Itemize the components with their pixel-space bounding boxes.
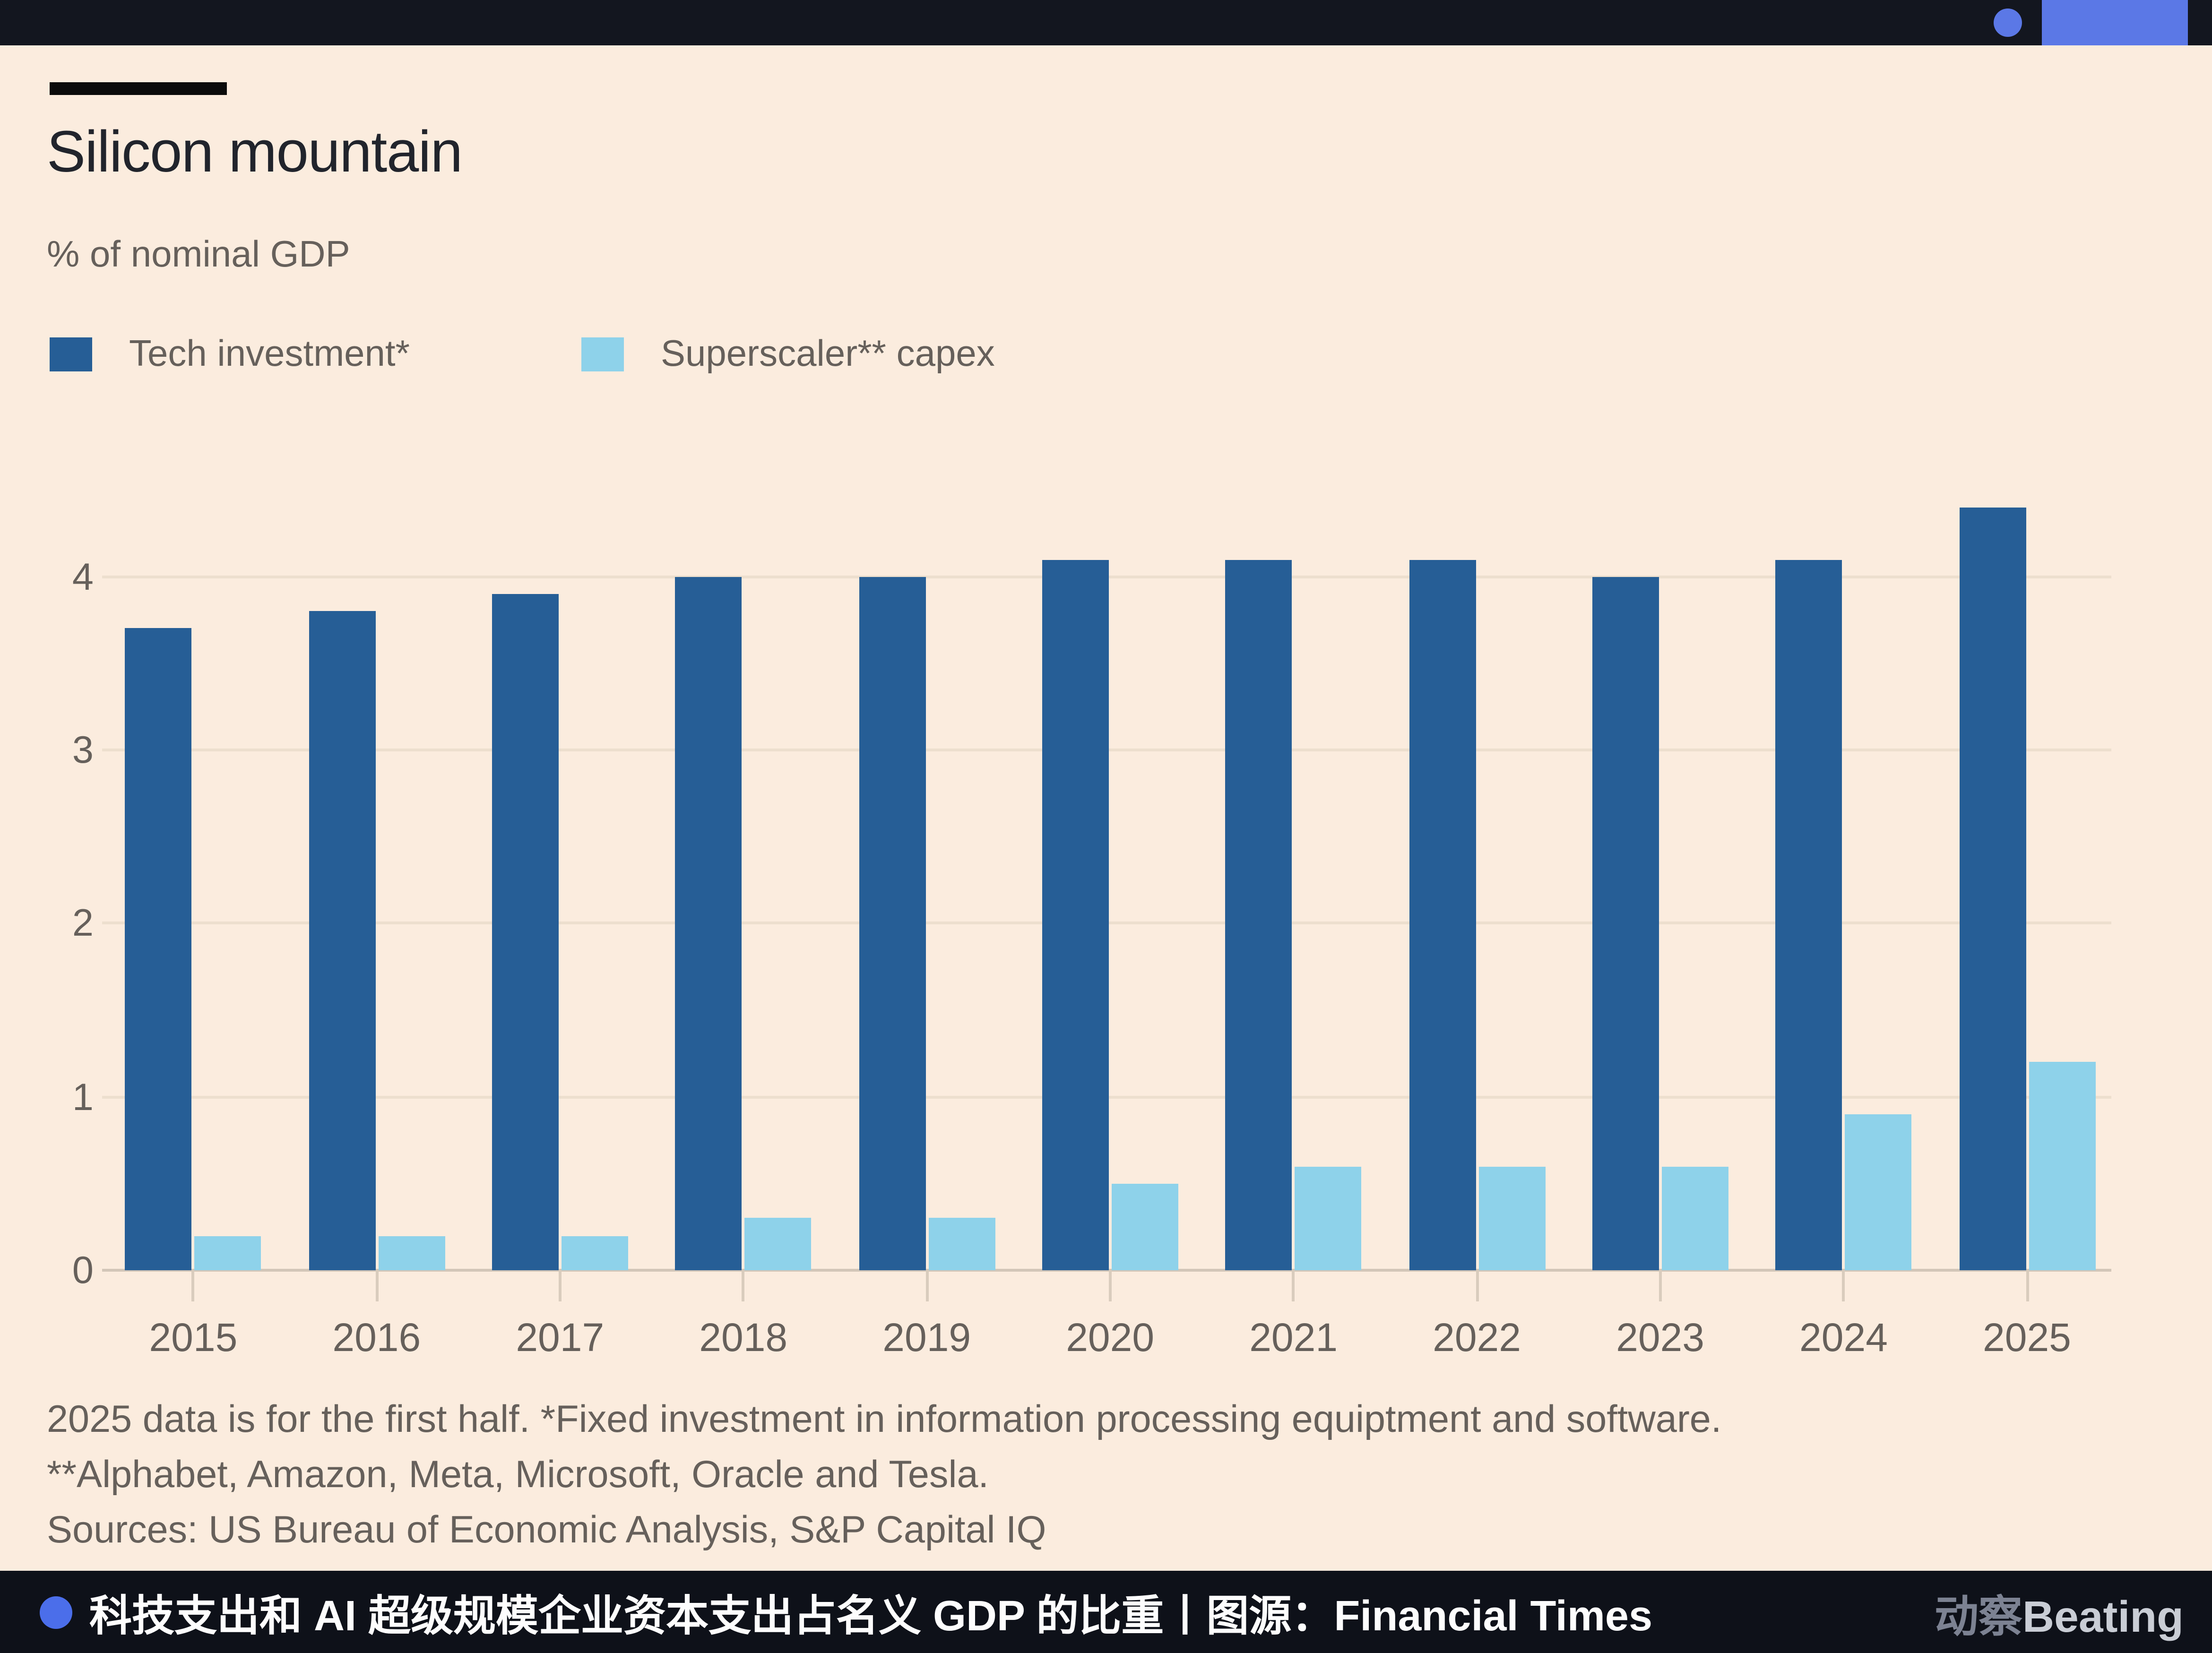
title-rule bbox=[50, 82, 227, 95]
bar-superscaler-capex-2024 bbox=[1845, 1114, 1912, 1270]
x-axis-label-2021: 2021 bbox=[1249, 1316, 1338, 1360]
y-tick-label-3: 3 bbox=[72, 729, 94, 772]
x-axis-label-2019: 2019 bbox=[882, 1316, 971, 1360]
bar-superscaler-capex-2018 bbox=[744, 1218, 812, 1270]
x-axis-tick-2017 bbox=[558, 1270, 562, 1301]
legend-label: Tech investment* bbox=[129, 332, 410, 374]
bar-superscaler-capex-2025 bbox=[2028, 1062, 2095, 1270]
bar-tech-investment-2015 bbox=[125, 628, 192, 1270]
x-axis-tick-2024 bbox=[1842, 1270, 1845, 1301]
bar-superscaler-capex-2021 bbox=[1295, 1166, 1362, 1270]
x-axis-label-2017: 2017 bbox=[516, 1316, 605, 1360]
x-axis-label-2015: 2015 bbox=[149, 1316, 238, 1360]
x-axis-label-2025: 2025 bbox=[1983, 1316, 2071, 1360]
bar-superscaler-capex-2023 bbox=[1661, 1166, 1728, 1270]
bar-superscaler-capex-2015 bbox=[194, 1235, 261, 1270]
x-axis-label-2018: 2018 bbox=[699, 1316, 788, 1360]
legend-label: Superscaler** capex bbox=[661, 332, 995, 374]
x-axis-tick-2022 bbox=[1475, 1270, 1478, 1301]
bar-superscaler-capex-2020 bbox=[1111, 1183, 1178, 1270]
footnotes: 2025 data is for the first half. *Fixed … bbox=[47, 1392, 1721, 1558]
x-axis-label-2016: 2016 bbox=[332, 1316, 421, 1360]
toolbar-accent-button[interactable] bbox=[2042, 0, 2188, 45]
y-tick-label-0: 0 bbox=[72, 1249, 94, 1291]
caption-text: 科技支出和 AI 超级规模企业资本支出占名义 GDP 的比重丨图源：Financ… bbox=[89, 1593, 1653, 1640]
bar-tech-investment-2016 bbox=[308, 611, 375, 1270]
x-axis-tick-2023 bbox=[1659, 1270, 1662, 1301]
status-dot-icon bbox=[1994, 9, 2022, 37]
bar-tech-investment-2018 bbox=[675, 577, 742, 1270]
bar-tech-investment-2019 bbox=[858, 577, 925, 1270]
bar-tech-investment-2017 bbox=[492, 594, 559, 1270]
legend-swatch-dark-blue bbox=[50, 336, 92, 371]
bar-superscaler-capex-2022 bbox=[1478, 1166, 1545, 1270]
x-axis-label-2022: 2022 bbox=[1433, 1316, 1521, 1360]
x-axis-tick-2016 bbox=[375, 1270, 378, 1301]
footnote-line: **Alphabet, Amazon, Meta, Microsoft, Ora… bbox=[47, 1453, 989, 1496]
bar-superscaler-capex-2016 bbox=[378, 1235, 445, 1270]
legend-swatch-light-blue bbox=[581, 336, 624, 371]
x-axis-tick-2021 bbox=[1292, 1270, 1295, 1301]
chart-subtitle: % of nominal GDP bbox=[47, 232, 350, 275]
bar-tech-investment-2025 bbox=[1959, 507, 2026, 1270]
x-axis-tick-2025 bbox=[2025, 1270, 2029, 1301]
footnote-line: 2025 data is for the first half. *Fixed … bbox=[47, 1398, 1722, 1440]
x-axis-tick-2015 bbox=[191, 1270, 195, 1301]
bar-superscaler-capex-2017 bbox=[561, 1235, 628, 1270]
x-axis-label-2023: 2023 bbox=[1616, 1316, 1704, 1360]
bar-tech-investment-2023 bbox=[1592, 577, 1659, 1270]
watermark: 动察Beating bbox=[1935, 1580, 2212, 1644]
top-bar bbox=[0, 0, 2212, 45]
x-axis-tick-2019 bbox=[925, 1270, 928, 1301]
x-axis-label-2024: 2024 bbox=[1799, 1316, 1888, 1360]
y-tick-label-4: 4 bbox=[72, 555, 94, 598]
legend-item-tech-investment: Tech investment* bbox=[50, 332, 410, 376]
watermark-en: Beating bbox=[2022, 1591, 2184, 1641]
legend-item-superscaler-capex: Superscaler** capex bbox=[581, 332, 995, 376]
y-tick-label-1: 1 bbox=[72, 1076, 94, 1119]
bar-tech-investment-2022 bbox=[1408, 559, 1476, 1270]
chart-canvas: Silicon mountain % of nominal GDP Tech i… bbox=[0, 45, 2212, 1571]
bullet-dot-icon bbox=[40, 1595, 72, 1628]
y-tick-label-2: 2 bbox=[72, 902, 94, 945]
x-axis-tick-2018 bbox=[742, 1270, 745, 1301]
x-axis-label-2020: 2020 bbox=[1066, 1316, 1155, 1360]
watermark-cn: 动察 bbox=[1934, 1591, 2022, 1641]
x-axis-tick-2020 bbox=[1108, 1270, 1112, 1301]
bar-tech-investment-2021 bbox=[1225, 559, 1292, 1270]
chart-title: Silicon mountain bbox=[47, 119, 463, 184]
footnote-line: Sources: US Bureau of Economic Analysis,… bbox=[47, 1508, 1046, 1551]
bar-chart-plot-area: 0 1 2 3 4 2015 2016 2017 2018 2019 2020 2021 2022 202… bbox=[0, 425, 2212, 1361]
bar-superscaler-capex-2019 bbox=[928, 1218, 995, 1270]
x-axis-baseline bbox=[102, 1269, 2111, 1272]
bar-tech-investment-2020 bbox=[1042, 559, 1109, 1270]
caption-bar: 科技支出和 AI 超级规模企业资本支出占名义 GDP 的比重丨图源：Financ… bbox=[0, 1571, 2212, 1653]
bar-tech-investment-2024 bbox=[1775, 559, 1842, 1270]
